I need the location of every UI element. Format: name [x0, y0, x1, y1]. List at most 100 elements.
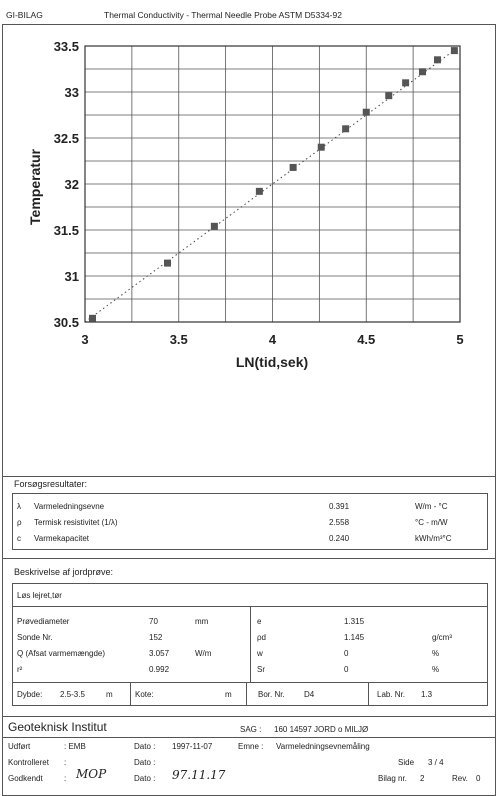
data-point [255, 187, 263, 195]
plot-border [84, 45, 461, 323]
data-point [434, 56, 441, 64]
data-point [402, 79, 410, 87]
lab-label: Lab. Nr. [377, 690, 406, 699]
sample-value: 1.315 [344, 617, 365, 626]
x-tick-label: 5 [456, 332, 463, 347]
y-tick-label: 31.5 [54, 223, 79, 238]
dato-signature: 97.11.17 [172, 768, 226, 782]
kote-unit: m [225, 690, 232, 699]
sample-heading: Beskrivelse af jordprøve: [14, 567, 114, 577]
page-title: Thermal Conductivity - Thermal Needle Pr… [104, 10, 342, 20]
y-axis-label: Temperatur [27, 148, 43, 225]
institute-name: Geoteknisk Institut [8, 720, 107, 734]
godkendt-label: Godkendt [8, 774, 43, 783]
sample-divider [2, 558, 496, 559]
emne-label: Emne : [238, 742, 264, 751]
result-unit: °C - m/W [415, 518, 448, 527]
footer-divider [368, 682, 369, 706]
data-point [317, 143, 325, 151]
y-tick-label: 32 [65, 177, 79, 192]
x-tick-label: 4 [269, 332, 277, 347]
x-axis-label: LN(tid,sek) [236, 354, 308, 370]
x-tick-labels: 3 3.5 4 4.5 5 [81, 332, 463, 347]
sample-table [12, 583, 488, 706]
title-block-divider [2, 737, 496, 738]
lab-value: 1.3 [421, 690, 433, 699]
godkendt-value: : [64, 774, 67, 783]
udfort-value: : EMB [64, 742, 86, 751]
sample-column-divider [250, 606, 251, 682]
sample-value: 70 [149, 617, 158, 626]
sample-label: Sonde Nr. [17, 633, 53, 642]
side-value: 3 / 4 [428, 758, 444, 767]
result-symbol: λ [17, 502, 21, 511]
sample-label: Prøvediameter [17, 617, 70, 626]
data-points [89, 47, 458, 322]
rev-label: Rev. [452, 774, 468, 783]
data-point [89, 314, 96, 322]
title-block [2, 716, 496, 795]
result-value: 2.558 [329, 518, 350, 527]
data-point [362, 108, 370, 116]
result-label: Varmekapacitet [34, 534, 89, 543]
trendline-line [84, 48, 457, 323]
data-point [342, 125, 350, 133]
dato-value: 1997-11-07 [172, 742, 213, 751]
sample-label: ρd [257, 633, 266, 642]
x-tick-label: 4.5 [357, 332, 375, 347]
dybde-value: 2.5-3.5 [60, 690, 85, 699]
godkendt-signature: MOP [76, 767, 107, 781]
sample-footer-divider [12, 682, 488, 683]
sample-value: 0 [344, 649, 349, 658]
result-unit: W/m - °C [415, 502, 448, 511]
sample-unit: % [432, 649, 440, 658]
result-symbol: c [17, 534, 21, 543]
sample-label: Q (Afsat varmemængde) [17, 649, 106, 658]
data-point [164, 259, 171, 267]
sample-unit: mm [195, 617, 209, 626]
data-point [419, 68, 426, 76]
dato-label: Dato : [134, 774, 156, 783]
sample-unit: % [432, 665, 440, 674]
sample-value: 1.145 [344, 633, 365, 642]
bilag-value: 2 [420, 774, 425, 783]
sample-unit: g/cm³ [432, 633, 452, 642]
data-point [450, 47, 458, 55]
appendix-label: GI-BILAG [6, 10, 43, 20]
dato-label: Dato : [134, 758, 156, 767]
side-label: Side [398, 758, 415, 767]
results-divider [2, 476, 496, 477]
bor-label: Bor. Nr. [258, 690, 285, 699]
x-tick-label: 3 [81, 332, 88, 347]
result-label: Termisk resistivitet (1/λ) [34, 518, 118, 527]
sample-value: 3.057 [149, 649, 170, 658]
kontrolleret-value: : [64, 758, 67, 767]
sample-label: r² [17, 665, 23, 674]
result-symbol: ρ [17, 518, 22, 527]
result-label: Varmeledningsevne [34, 502, 105, 511]
sample-description: Løs lejret,tør [17, 591, 62, 600]
footer-divider [246, 682, 247, 706]
emne-value: Varmeledningsevnemåling [276, 742, 370, 751]
data-point [289, 163, 297, 171]
sample-label: w [257, 649, 263, 658]
rev-value: 0 [476, 774, 481, 783]
bilag-label: Bilag nr. [378, 774, 407, 783]
x-tick-label: 3.5 [170, 332, 188, 347]
sample-label: Sr [257, 665, 265, 674]
footer-divider [130, 682, 131, 706]
udfort-label: Udført [8, 742, 31, 751]
sample-value: 152 [149, 633, 163, 642]
results-table [12, 493, 488, 550]
sample-value: 0.992 [149, 665, 170, 674]
y-tick-label: 30.5 [54, 315, 79, 330]
sample-unit: W/m [195, 649, 212, 658]
dybde-label: Dybde: [17, 690, 43, 699]
result-value: 0.391 [329, 502, 350, 511]
header-divider [2, 24, 496, 25]
y-tick-label: 31 [65, 269, 79, 284]
y-tick-label: 32.5 [54, 131, 79, 146]
data-point [210, 222, 218, 230]
dybde-unit: m [106, 690, 113, 699]
